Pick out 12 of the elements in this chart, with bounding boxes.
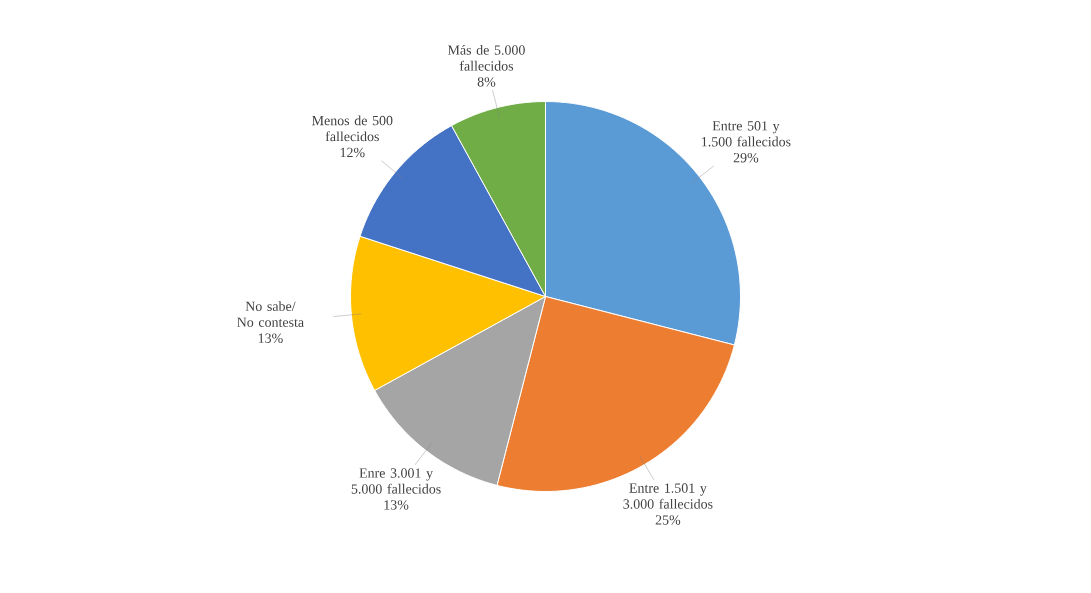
data-label: 13% <box>384 500 409 510</box>
data-label: 8% <box>477 77 496 87</box>
slice-label: Entre 1.501 y 3.000 fallecidos <box>623 483 713 509</box>
slice-label: No sabe/ No contesta <box>237 301 304 327</box>
slice-label: Más de 5.000 fallecidos <box>447 44 525 71</box>
slice-label: Enre 3.001 y 5.000 fallecidos <box>351 468 441 494</box>
data-label: 13% <box>258 333 283 343</box>
data-label: 12% <box>340 147 365 158</box>
slice-label: Entre 501 y 1.500 fallecidos <box>702 121 791 147</box>
data-label: 29% <box>733 152 759 163</box>
slice-label: Menos de 500 fallecidos <box>312 115 393 142</box>
data-label: 25% <box>655 515 681 525</box>
